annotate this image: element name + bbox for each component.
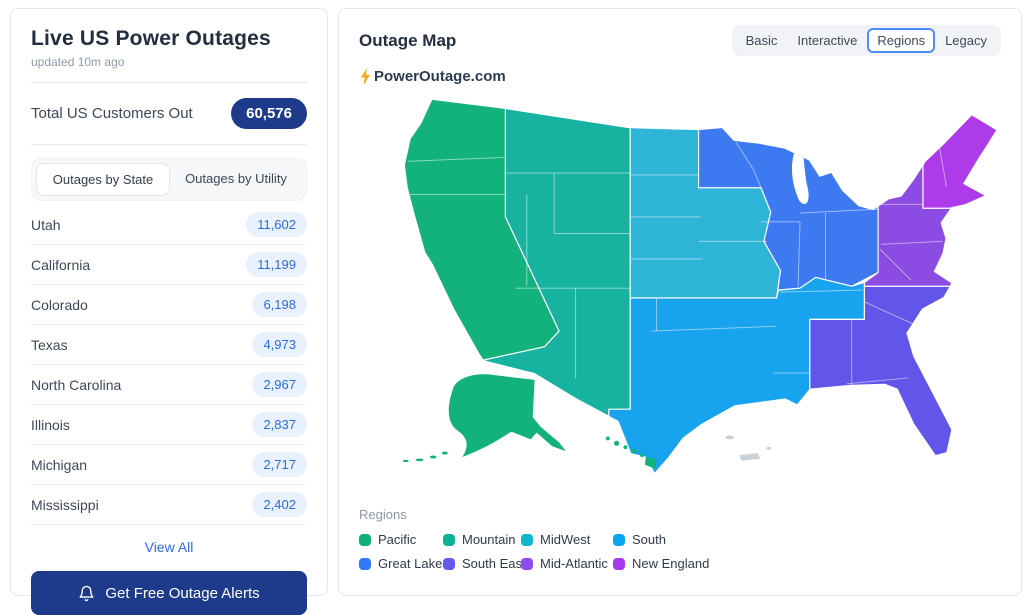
state-outage-count: 11,602 [246,212,307,237]
total-customers-row: Total US Customers Out 60,576 [31,96,307,131]
outage-summary-card: Live US Power Outages updated 10m ago To… [10,8,328,615]
total-customers-badge: 60,576 [231,98,307,129]
get-alerts-label: Get Free Outage Alerts [105,584,260,602]
state-row-north-carolina[interactable]: North Carolina 2,967 [31,365,307,405]
territories-islands [725,435,772,461]
great-lakes-swatch-icon [359,557,371,570]
divider [31,144,307,145]
legend-label: South East [462,556,526,571]
state-outage-count: 2,402 [252,492,307,517]
map-view-option-regions[interactable]: Regions [867,28,936,53]
state-row-michigan[interactable]: Michigan 2,717 [31,445,307,485]
total-customers-label: Total US Customers Out [31,105,193,122]
state-name: Utah [31,216,61,233]
region-pacific[interactable] [359,85,560,361]
mountain-swatch-icon [443,533,455,546]
map-view-option-basic[interactable]: Basic [745,33,778,48]
view-all-link[interactable]: View All [144,539,194,555]
lightning-bolt-icon [359,68,372,85]
get-alerts-button[interactable]: Get Free Outage Alerts [31,571,307,615]
state-name: Mississippi [31,496,99,513]
state-row-mississippi[interactable]: Mississippi 2,402 [31,485,307,525]
state-borders [405,141,947,386]
pacific-swatch-icon [359,533,371,546]
mid-atlantic-swatch-icon [521,557,533,570]
state-row-colorado[interactable]: Colorado 6,198 [31,285,307,325]
state-row-illinois[interactable]: Illinois 2,837 [31,405,307,445]
state-row-texas[interactable]: Texas 4,973 [31,325,307,365]
region-midwest[interactable] [629,85,782,299]
state-row-utah[interactable]: Utah 11,602 [31,205,307,245]
state-outage-list: Utah 11,602 California 11,199 Colorado 6,198 T… [31,205,307,525]
outages-tabs: Outages by State Outages by Utility [31,158,307,201]
legend-item-new-england: New England [613,556,1001,571]
legend-label: New England [632,556,710,571]
region-alaska[interactable] [402,374,566,463]
legend-label: MidWest [540,532,591,547]
tab-outages-by-utility[interactable]: Outages by Utility [185,171,287,186]
state-name: Texas [31,336,68,353]
state-outage-count: 2,717 [252,452,307,477]
state-outage-count: 11,199 [246,252,307,277]
legend-item-south-east: South East [443,556,526,571]
region-new-england[interactable] [922,85,1003,209]
outage-map-card: Outage Map Basic Interactive Regions Legacy… [338,8,1022,596]
legend-label: Great Lakes [378,556,449,571]
legend-label: Pacific [378,532,417,547]
legend-label: Mid-Atlantic [540,556,608,571]
legend-item-great-lakes: Great Lakes [359,556,449,571]
regions-legend: Pacific Mountain MidWest South Great Lakes So… [359,532,1001,571]
state-outage-count: 2,967 [252,372,307,397]
south-east-swatch-icon [443,557,455,570]
logo-text: PowerOutage.com [374,68,506,85]
state-name: Colorado [31,296,88,313]
state-name: North Carolina [31,376,122,393]
page-title: Live US Power Outages [31,27,271,50]
map-view-switcher: Basic Interactive Regions Legacy [731,25,1001,56]
divider [31,82,307,83]
south-swatch-icon [613,533,625,546]
state-outage-count: 6,198 [252,292,307,317]
updated-timestamp: updated 10m ago [31,55,125,69]
new-england-swatch-icon [613,557,625,570]
map-header: Outage Map Basic Interactive Regions Legacy [359,25,1001,56]
bell-icon [78,585,95,602]
region-hawaii[interactable] [605,436,657,469]
map-view-option-interactive[interactable]: Interactive [797,33,858,48]
tab-outages-by-state[interactable]: Outages by State [36,163,170,196]
legend-item-south: South [613,532,1001,547]
midwest-swatch-icon [521,533,533,546]
state-outage-count: 2,837 [252,412,307,437]
legend-label: South [632,532,666,547]
legend-item-pacific: Pacific [359,532,443,547]
state-row-california[interactable]: California 11,199 [31,245,307,285]
map-title: Outage Map [359,30,457,50]
state-name: California [31,256,91,273]
legend-title: Regions [359,507,407,522]
legend-label: Mountain [462,532,516,547]
poweroutage-logo: PowerOutage.com [359,68,1001,85]
state-name: Michigan [31,456,88,473]
state-outage-count: 4,973 [252,332,307,357]
map-view-option-legacy[interactable]: Legacy [945,33,987,48]
us-outage-map[interactable] [359,85,1003,505]
lake-michigan [791,145,809,205]
legend-item-midwest: MidWest [521,532,613,547]
legend-item-mid-atlantic: Mid-Atlantic [521,556,613,571]
legend-item-mountain: Mountain [443,532,521,547]
state-name: Illinois [31,416,70,433]
